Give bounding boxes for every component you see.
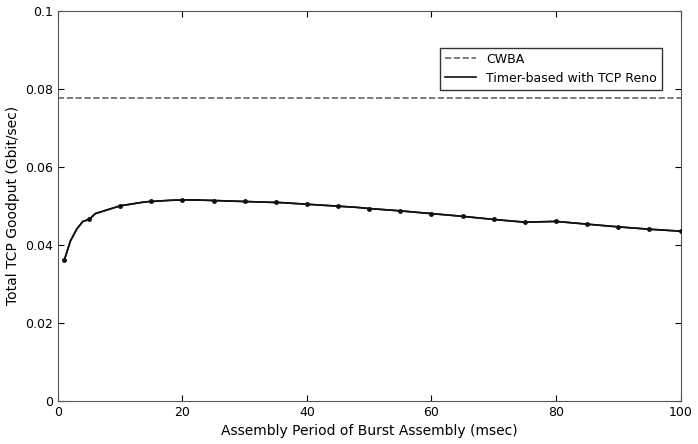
Timer-based with TCP Reno xyxy=(73,226,81,232)
Timer-based with TCP Reno xyxy=(66,238,75,244)
Timer-based with TCP Reno xyxy=(166,198,174,203)
Timer-based with TCP Reno xyxy=(489,217,498,222)
Timer-based with TCP Reno xyxy=(365,206,373,211)
Timer-based with TCP Reno xyxy=(290,201,299,206)
Timer-based with TCP Reno xyxy=(459,214,467,219)
Timer-based with TCP Reno xyxy=(676,229,685,234)
Timer-based with TCP Reno xyxy=(191,197,199,202)
Timer-based with TCP Reno xyxy=(521,219,529,225)
Timer-based with TCP Reno xyxy=(128,201,137,206)
Timer-based with TCP Reno xyxy=(141,199,149,205)
Timer-based with TCP Reno xyxy=(60,258,68,263)
Timer-based with TCP Reno xyxy=(396,208,405,214)
Legend: CWBA, Timer-based with TCP Reno: CWBA, Timer-based with TCP Reno xyxy=(440,48,662,90)
Timer-based with TCP Reno xyxy=(552,219,560,224)
Line: Timer-based with TCP Reno: Timer-based with TCP Reno xyxy=(64,200,681,261)
Timer-based with TCP Reno xyxy=(352,205,361,210)
Timer-based with TCP Reno xyxy=(116,203,124,208)
X-axis label: Assembly Period of Burst Assembly (msec): Assembly Period of Burst Assembly (msec) xyxy=(221,424,517,438)
Timer-based with TCP Reno xyxy=(614,224,623,230)
Timer-based with TCP Reno xyxy=(583,222,591,227)
Y-axis label: Total TCP Goodput (Gbit/sec): Total TCP Goodput (Gbit/sec) xyxy=(6,106,20,305)
Timer-based with TCP Reno xyxy=(327,203,336,208)
Timer-based with TCP Reno xyxy=(427,211,436,216)
Timer-based with TCP Reno xyxy=(85,217,94,222)
Timer-based with TCP Reno xyxy=(278,200,286,205)
Timer-based with TCP Reno xyxy=(315,202,324,208)
Timer-based with TCP Reno xyxy=(228,198,237,204)
CWBA xyxy=(60,96,68,101)
Timer-based with TCP Reno xyxy=(645,226,653,232)
Timer-based with TCP Reno xyxy=(79,219,87,224)
Timer-based with TCP Reno xyxy=(154,198,162,204)
Timer-based with TCP Reno xyxy=(253,199,261,205)
Timer-based with TCP Reno xyxy=(241,199,249,204)
Timer-based with TCP Reno xyxy=(340,204,348,209)
CWBA xyxy=(54,96,62,101)
Timer-based with TCP Reno xyxy=(216,198,224,203)
Timer-based with TCP Reno xyxy=(110,205,118,210)
Timer-based with TCP Reno xyxy=(91,211,100,216)
Timer-based with TCP Reno xyxy=(303,202,311,207)
Timer-based with TCP Reno xyxy=(203,198,211,203)
Timer-based with TCP Reno xyxy=(103,207,112,212)
Timer-based with TCP Reno xyxy=(265,200,274,205)
Timer-based with TCP Reno xyxy=(97,209,105,214)
Timer-based with TCP Reno xyxy=(178,197,186,202)
